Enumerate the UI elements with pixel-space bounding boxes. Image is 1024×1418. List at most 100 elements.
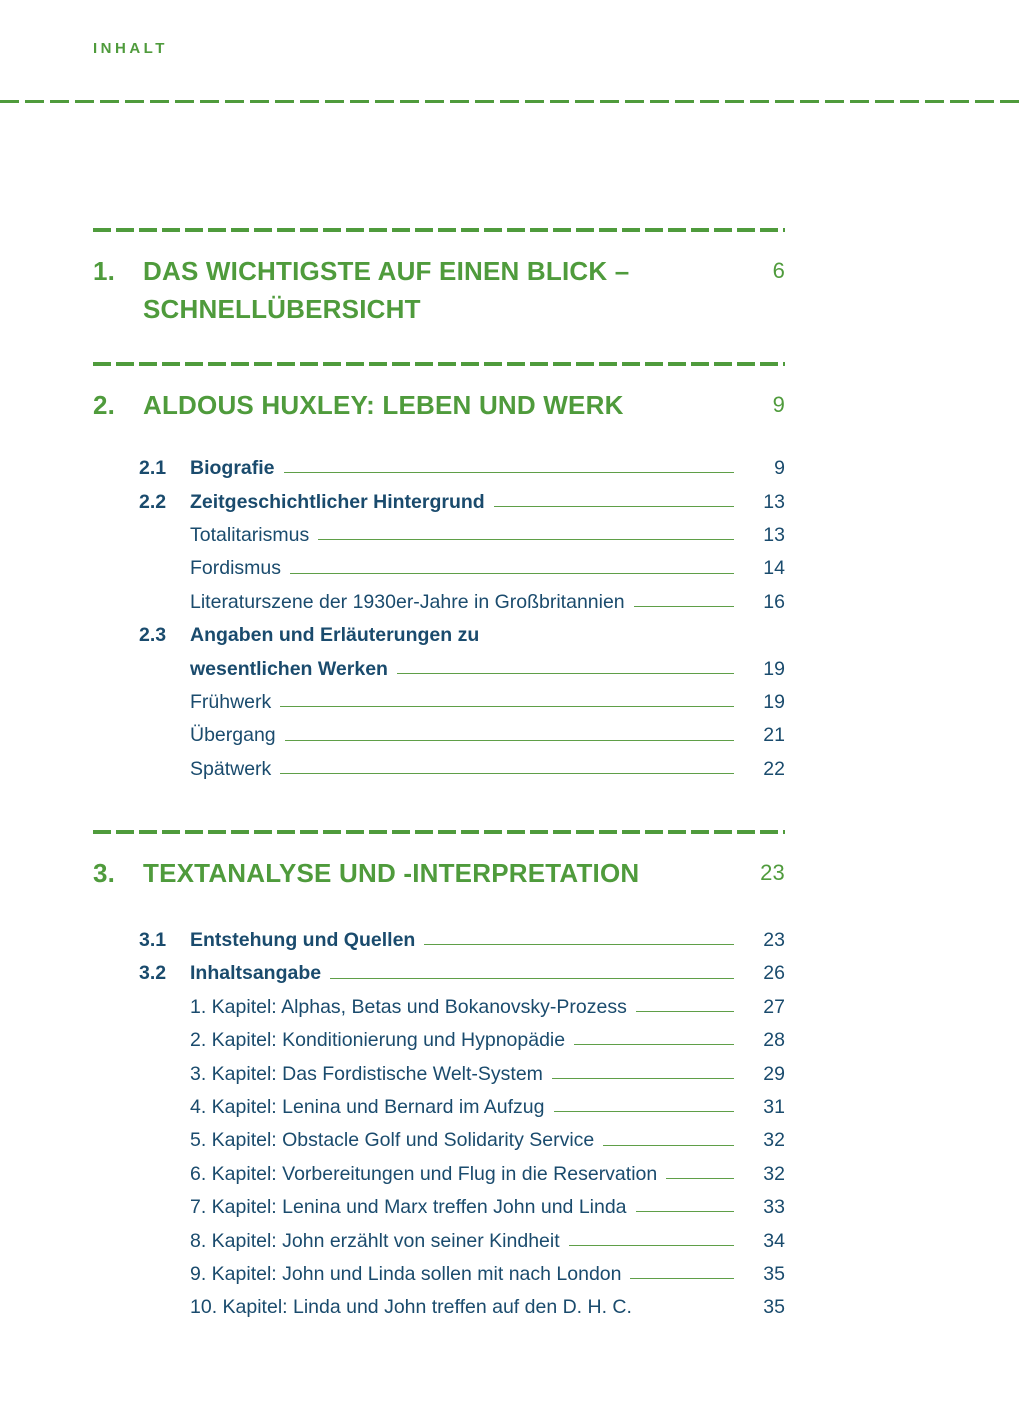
section-divider-line	[93, 362, 785, 366]
leader-line	[330, 977, 734, 979]
entry-label: 8. Kapitel: John erzählt von seiner Kind…	[190, 1229, 560, 1252]
leader-line	[493, 505, 734, 507]
leader-line	[553, 1111, 734, 1113]
entry-page-number: 23	[763, 929, 785, 952]
entry-page-number: 13	[763, 523, 785, 546]
entry-label: Totalitarismus	[190, 523, 310, 546]
leader-line	[635, 1211, 734, 1213]
entry-page-number: 35	[763, 1296, 785, 1319]
section-heading: 3. TEXTANALYSE UND -INTERPRETATION 23	[93, 854, 785, 892]
section-title-line: DAS WICHTIGSTE AUF EINEN BLICK –	[143, 256, 630, 286]
entry-label: Übergang	[190, 724, 276, 747]
toc-entry: Spätwerk 22	[93, 753, 785, 786]
page-header: INHALT	[93, 40, 168, 57]
entry-page-number: 26	[763, 962, 785, 985]
entry-label: 10. Kapitel: Linda und John treffen auf …	[190, 1296, 632, 1319]
entry-label: 2. Kapitel: Konditionierung und Hypnopäd…	[190, 1029, 566, 1052]
toc-section-2: 2. ALDOUS HUXLEY: LEBEN UND WERK 9 2.1 B…	[93, 362, 785, 786]
toc-entry: 8. Kapitel: John erzählt von seiner Kind…	[93, 1224, 785, 1257]
section-entries: 2.1 Biografie 9 2.2 Zeitgeschichtlicher …	[93, 452, 785, 786]
entry-page-number: 22	[763, 757, 785, 780]
section-entries: 3.1 Entstehung und Quellen 23 3.2 Inhalt…	[93, 924, 785, 1325]
entry-number: 2.2	[139, 490, 167, 513]
section-title-line: SCHNELLÜBERSICHT	[143, 294, 421, 324]
entry-page-number: 33	[763, 1196, 785, 1219]
entry-label: Literaturszene der 1930er-Jahre in Großb…	[190, 590, 625, 613]
entry-label: wesentlichen Werken	[190, 657, 388, 680]
entry-page-number: 31	[763, 1096, 785, 1119]
entry-label: 4. Kapitel: Lenina und Bernard im Aufzug	[190, 1096, 545, 1119]
entry-number: 2.1	[139, 457, 167, 480]
toc-entry: 2.2 Zeitgeschichtlicher Hintergrund 13	[93, 485, 785, 518]
leader-line	[551, 1077, 734, 1079]
entry-page-number: 19	[763, 657, 785, 680]
section-heading: 1. DAS WICHTIGSTE AUF EINEN BLICK – SCHN…	[93, 252, 785, 328]
toc-entry: 1. Kapitel: Alphas, Betas und Bokanovsky…	[93, 991, 785, 1024]
section-title-line: TEXTANALYSE UND -INTERPRETATION	[143, 857, 640, 888]
entry-page-number: 27	[763, 995, 785, 1018]
entry-label: Inhaltsangabe	[190, 962, 322, 985]
leader-line	[666, 1178, 734, 1180]
entry-page-number: 13	[763, 490, 785, 513]
section-number: 2.	[93, 390, 116, 420]
toc-entry: 7. Kapitel: Lenina und Marx treffen John…	[93, 1191, 785, 1224]
section-number: 1.	[93, 256, 116, 286]
section-title: ALDOUS HUXLEY: LEBEN UND WERK	[143, 386, 743, 424]
toc-entry: 4. Kapitel: Lenina und Bernard im Aufzug…	[93, 1091, 785, 1124]
entry-label: Fordismus	[190, 557, 282, 580]
section-number: 3.	[93, 857, 116, 888]
toc-entry: Fordismus 14	[93, 552, 785, 585]
toc-entry: Literaturszene der 1930er-Jahre in Großb…	[93, 586, 785, 619]
leader-line	[290, 572, 734, 574]
entry-label: Angaben und Erläuterungen zu	[190, 624, 480, 647]
entry-label: Spätwerk	[190, 757, 272, 780]
entry-page-number: 32	[763, 1162, 785, 1185]
leader-line	[635, 1011, 734, 1013]
entry-number: 2.3	[139, 624, 167, 647]
leader-line	[280, 706, 734, 708]
entry-page-number: 29	[763, 1062, 785, 1085]
section-title: TEXTANALYSE UND -INTERPRETATION	[143, 854, 743, 892]
entry-label: Biografie	[190, 457, 275, 480]
entry-label: Entstehung und Quellen	[190, 929, 416, 952]
entry-page-number: 21	[763, 724, 785, 747]
leader-line	[630, 1278, 734, 1280]
toc-entry: Totalitarismus 13	[93, 519, 785, 552]
toc-entry: 2. Kapitel: Konditionierung und Hypnopäd…	[93, 1024, 785, 1057]
leader-line	[633, 605, 734, 607]
leader-line	[318, 539, 734, 541]
toc-entry: Übergang 21	[93, 719, 785, 752]
toc-entry: 9. Kapitel: John und Linda sollen mit na…	[93, 1258, 785, 1291]
leader-line	[568, 1244, 734, 1246]
leader-line	[284, 739, 734, 741]
toc-entry: 5. Kapitel: Obstacle Golf und Solidarity…	[93, 1124, 785, 1157]
section-divider-line	[93, 228, 785, 232]
table-of-contents: 1. DAS WICHTIGSTE AUF EINEN BLICK – SCHN…	[93, 0, 785, 1325]
entry-label: 9. Kapitel: John und Linda sollen mit na…	[190, 1263, 622, 1285]
leader-line	[283, 472, 734, 474]
toc-entry: 3.1 Entstehung und Quellen 23	[93, 924, 785, 957]
entry-page-number: 14	[763, 557, 785, 580]
toc-entry: 2.3 Angaben und Erläuterungen zu	[93, 619, 785, 652]
toc-section-1: 1. DAS WICHTIGSTE AUF EINEN BLICK – SCHN…	[93, 228, 785, 328]
toc-section-3: 3. TEXTANALYSE UND -INTERPRETATION 23 3.…	[93, 829, 785, 1325]
leader-line	[396, 672, 734, 674]
leader-line	[424, 944, 734, 946]
entry-label: 3. Kapitel: Das Fordistische Welt-System	[190, 1062, 543, 1085]
leader-line	[280, 772, 734, 774]
section-heading: 2. ALDOUS HUXLEY: LEBEN UND WERK 9	[93, 386, 785, 424]
leader-line	[574, 1044, 734, 1046]
entry-page-number: 16	[763, 590, 785, 613]
toc-entry: 10. Kapitel: Linda und John treffen auf …	[93, 1291, 785, 1324]
entry-number: 3.1	[139, 929, 167, 952]
entry-label: 6. Kapitel: Vorbereitungen und Flug in d…	[190, 1162, 658, 1185]
section-page-number: 9	[772, 392, 785, 417]
entry-page-number: 28	[763, 1029, 785, 1052]
entry-page-number: 35	[763, 1263, 785, 1285]
toc-entry: Frühwerk 19	[93, 686, 785, 719]
leader-line	[603, 1144, 734, 1146]
section-title: DAS WICHTIGSTE AUF EINEN BLICK – SCHNELL…	[143, 252, 743, 328]
entry-label: 1. Kapitel: Alphas, Betas und Bokanovsky…	[190, 995, 627, 1018]
entry-number: 3.2	[139, 962, 167, 985]
entry-label: Frühwerk	[190, 690, 272, 713]
